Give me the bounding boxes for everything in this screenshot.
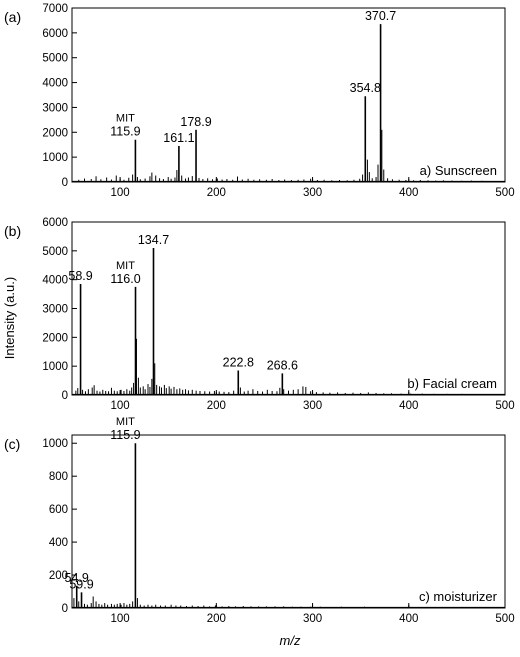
plot-frame (71, 434, 506, 609)
peak-label: 115.9 (110, 428, 140, 442)
y-tick-label: 200 (49, 570, 68, 582)
peak-label: 115.9 (110, 125, 140, 139)
x-axis-title: m/z (280, 633, 301, 648)
x-tick-label: 100 (111, 187, 130, 199)
peak-label: 59.9 (69, 577, 93, 591)
spectrum-panel-3: 100 200 300 400 500 0 200 400 600 800 1000 54.959.9… (4, 416, 515, 625)
x-tick-label: 200 (207, 613, 226, 625)
y-tick-label: 5000 (42, 246, 68, 258)
peak-label: 161.1 (163, 131, 194, 145)
x-tick-label: 300 (303, 400, 322, 412)
peak-tag: MIT (116, 260, 135, 272)
x-tick-label: 500 (495, 400, 514, 412)
y-tick-label: 7000 (42, 3, 68, 15)
y-tick-label: 600 (49, 504, 68, 516)
y-tick-label: 4000 (42, 78, 68, 90)
y-tick-label: 6000 (42, 217, 68, 229)
spectrum-panel-1: 100 200 300 400 5000100020003000400050006000… (4, 3, 515, 199)
y-tick-label: 3000 (42, 304, 68, 316)
panels: 100 200 300 400 5000100020003000400050006000… (4, 3, 515, 625)
spectrum-panel-2: 100 200 300 400 5000100020003000400050006000… (4, 217, 515, 412)
y-tick-label: 2000 (42, 127, 68, 139)
x-tick-label: 300 (303, 187, 322, 199)
y-tick-label: 1000 (42, 438, 68, 450)
x-tick-label: 400 (399, 187, 418, 199)
y-tick-label: 1000 (42, 152, 68, 164)
panel-letter: (c) (4, 436, 20, 452)
panel-letter: (b) (4, 223, 21, 239)
x-tick-label: 100 (111, 613, 130, 625)
y-tick-label: 0 (62, 603, 68, 615)
y-tick-label: 400 (49, 537, 68, 549)
plot-frame (71, 7, 506, 183)
x-tick-label: 400 (399, 400, 418, 412)
peak-label: 268.6 (267, 358, 298, 372)
peak-label: 116.0 (110, 272, 140, 286)
y-tick-label: 2000 (42, 332, 68, 344)
peak-label: 134.7 (138, 233, 169, 247)
peak-tag: MIT (116, 416, 135, 428)
peak-tag: MIT (116, 113, 135, 125)
sample-label: b) Facial cream (407, 376, 497, 391)
y-tick-label: 1000 (42, 361, 68, 373)
peak-label: 54.9 (65, 571, 89, 585)
x-tick-label: 200 (207, 187, 226, 199)
sample-label: a) Sunscreen (420, 163, 497, 178)
peak-label: 178.9 (180, 115, 211, 129)
x-tick-label: 100 (111, 400, 130, 412)
x-tick-label: 300 (303, 613, 322, 625)
x-tick-label: 200 (207, 400, 226, 412)
peak-label: 222.8 (223, 355, 254, 369)
y-tick-label: 4000 (42, 275, 68, 287)
y-tick-label: 6000 (42, 28, 68, 40)
panel-letter: (a) (4, 9, 21, 25)
y-tick-label: 0 (62, 390, 68, 402)
y-axis-title: Intensity (a.u.) (2, 277, 17, 359)
peak-label: 58.9 (68, 269, 92, 283)
sample-label: c) moisturizer (419, 589, 498, 604)
y-tick-label: 0 (62, 177, 68, 189)
peak-label: 370.7 (365, 9, 396, 23)
x-tick-label: 500 (495, 187, 514, 199)
y-tick-label: 800 (49, 471, 68, 483)
x-tick-label: 500 (495, 613, 514, 625)
peak-label: 354.8 (350, 81, 381, 95)
y-tick-label: 5000 (42, 53, 68, 65)
x-tick-label: 400 (399, 613, 418, 625)
y-tick-label: 3000 (42, 102, 68, 114)
